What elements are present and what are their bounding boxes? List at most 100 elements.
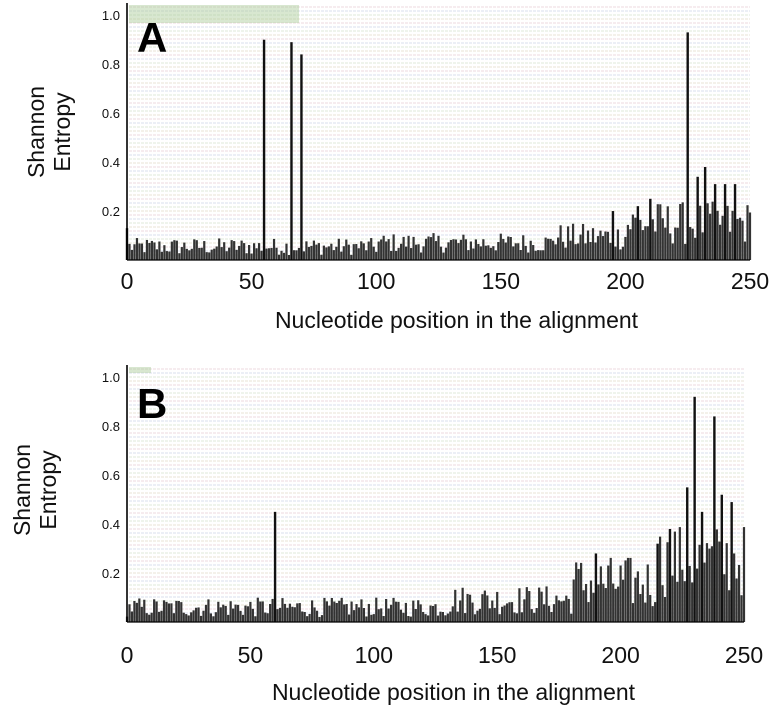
entropy-bar [447,242,450,260]
entropy-bar [343,604,346,622]
entropy-bar [459,600,462,622]
entropy-bar [345,239,348,260]
entropy-bar [737,564,741,622]
entropy-bar [559,225,562,260]
entropy-bar [422,611,425,622]
entropy-bar [735,578,738,622]
entropy-bar [188,250,191,260]
entropy-bar [602,583,605,622]
entropy-bar [426,615,430,622]
entropy-bar [327,246,330,260]
entropy-bar [718,224,722,260]
entropy-bar [629,229,632,260]
entropy-bar [678,527,681,622]
entropy-bar [716,210,719,260]
entropy-bar [584,583,588,622]
entropy-bar [238,245,241,260]
entropy-bar [691,582,694,622]
entropy-bar [456,611,459,622]
entropy-bar [407,615,410,622]
entropy-bar [581,223,585,260]
entropy-bar [476,610,479,622]
entropy-peak-bar [611,211,615,260]
entropy-bar [574,244,577,260]
entropy-bar [287,255,291,260]
entropy-bar [153,242,156,260]
entropy-bar [725,543,728,622]
entropy-bar [741,220,744,260]
x-axis-title: Nucleotide position in the alignment [275,307,639,333]
entropy-bar [337,238,340,260]
entropy-bar [743,241,747,260]
entropy-bar [619,565,622,622]
entropy-bar [481,594,484,622]
entropy-bar [515,613,519,622]
entropy-bar [165,601,168,622]
entropy-bar [718,541,721,622]
entropy-bar [203,241,206,260]
entropy-bar [468,594,472,622]
entropy-bar [335,602,338,622]
x-tick-label: 100 [355,642,393,668]
entropy-bar [478,608,482,622]
entropy-bar [733,553,736,622]
entropy-bar [671,575,674,622]
x-tick-label: 250 [731,268,769,294]
entropy-peak-bar [733,184,737,260]
entropy-bar [464,239,468,260]
entropy-bar [360,241,363,260]
entropy-bar [469,241,472,260]
entropy-bar [367,241,370,260]
entropy-bar [135,602,138,622]
entropy-bar [202,610,205,622]
entropy-bar [312,240,315,260]
entropy-bar [604,231,607,260]
entropy-bar [629,557,632,622]
entropy-bar [601,236,605,260]
entropy-bar [726,205,729,260]
entropy-bar [550,611,553,622]
x-tick-label: 200 [606,268,644,294]
entropy-bar [390,250,393,260]
x-tick-label: 50 [238,642,264,668]
entropy-bar [207,599,210,622]
entropy-bar [582,590,585,622]
entropy-bar [505,603,509,622]
entropy-bar [217,601,220,622]
entropy-bar [175,240,178,260]
entropy-bar [220,247,223,260]
x-tick-label: 250 [725,642,763,668]
entropy-bar [728,231,732,260]
entropy-bar [711,201,714,260]
entropy-bar [532,245,535,260]
entropy-bar [591,228,595,260]
entropy-bar [496,591,499,622]
panel-label: A [137,14,167,61]
entropy-bar [736,218,739,260]
entropy-bar [394,601,398,622]
entropy-bar [370,238,373,260]
entropy-bar [694,237,697,260]
entropy-bar [494,250,497,260]
entropy-bar [153,599,156,622]
y-tick-label: 1.0 [102,8,120,23]
entropy-bar [617,586,620,622]
entropy-bar [389,604,393,622]
entropy-bar [214,612,217,622]
entropy-bar [503,605,506,622]
entropy-bar [382,616,385,622]
entropy-bar [236,604,240,622]
entropy-bar [740,595,743,622]
entropy-bar [639,219,642,260]
entropy-bar [673,531,676,622]
entropy-bar [666,206,669,260]
entropy-bar [592,592,595,622]
entropy-bar [412,236,415,260]
entropy-bar [180,247,183,260]
entropy-bar [654,231,657,260]
entropy-bar [442,252,445,260]
entropy-bar [155,601,158,622]
entropy-bar [641,584,644,622]
entropy-bar [150,240,154,260]
entropy-bar [552,604,556,622]
